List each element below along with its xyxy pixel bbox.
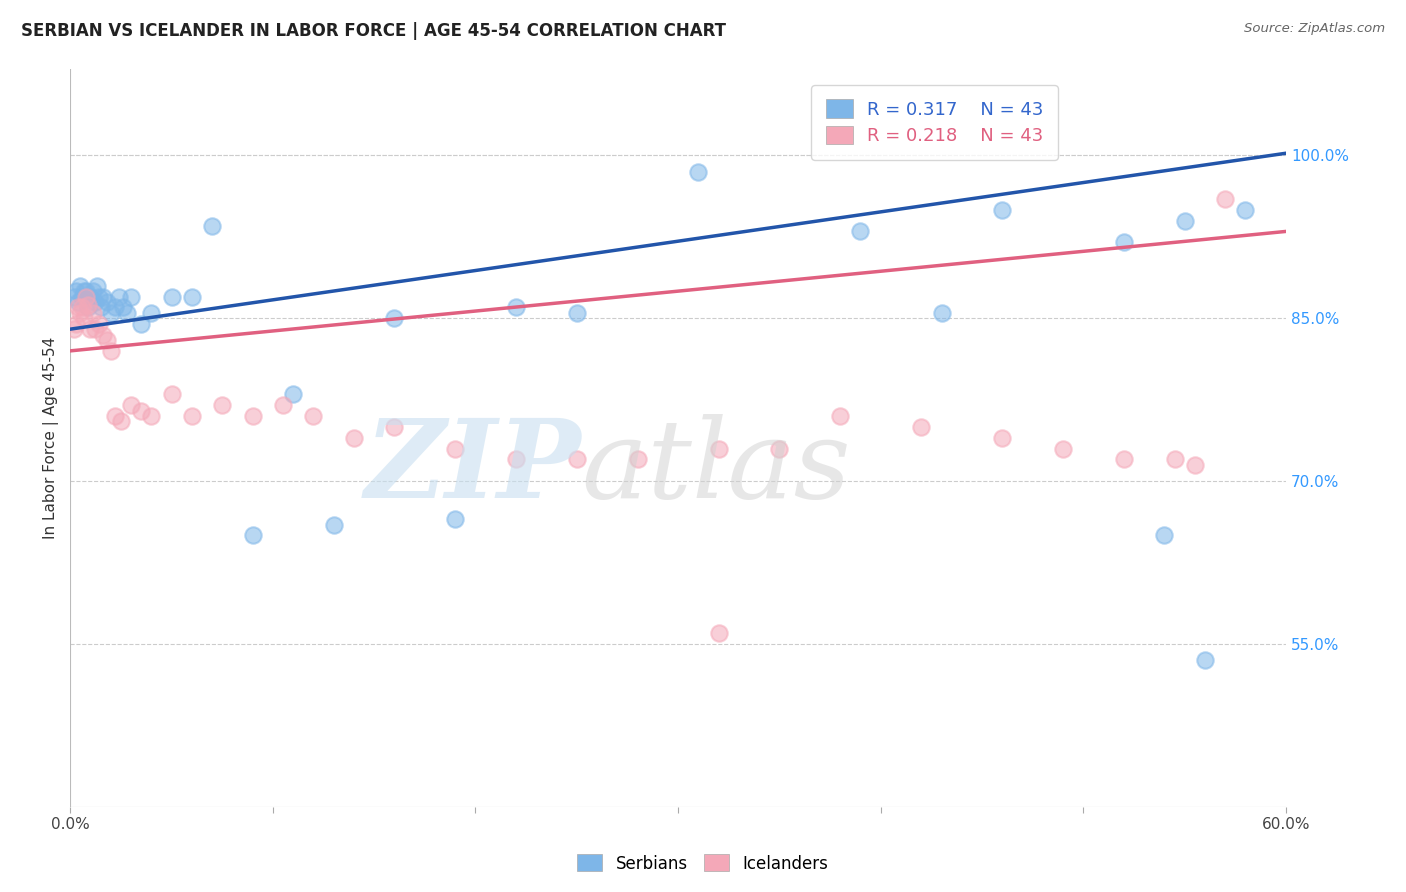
Point (444, 442, 467, 456)
Point (87, 317, 110, 331)
Point (1163, 452, 1185, 467)
Point (79, 322, 101, 336)
Point (129, 403, 152, 417)
Point (1194, 653, 1216, 667)
Point (211, 398, 233, 412)
Point (242, 528, 264, 542)
Point (104, 409, 127, 423)
Point (65, 317, 87, 331)
Point (1112, 452, 1135, 467)
Point (707, 626, 730, 640)
Point (82, 306, 104, 320)
Point (120, 289, 142, 303)
Point (931, 306, 953, 320)
Point (73, 311, 96, 326)
Point (626, 452, 648, 467)
Legend: R = 0.317    N = 43, R = 0.218    N = 43: R = 0.317 N = 43, R = 0.218 N = 43 (811, 85, 1059, 160)
Point (111, 301, 134, 315)
Point (1052, 442, 1074, 456)
Point (688, 164, 710, 178)
Point (91, 289, 114, 303)
Point (565, 306, 588, 320)
Point (180, 289, 202, 303)
Y-axis label: In Labor Force | Age 45-54: In Labor Force | Age 45-54 (44, 336, 59, 539)
Point (830, 409, 852, 423)
Point (100, 343, 122, 358)
Point (991, 202, 1014, 217)
Point (322, 517, 344, 532)
Point (384, 311, 406, 326)
Point (1112, 235, 1135, 250)
Point (1234, 202, 1257, 217)
Point (108, 289, 131, 303)
Point (129, 317, 152, 331)
Point (141, 409, 163, 423)
Point (72, 301, 94, 315)
Point (63, 289, 86, 303)
Point (302, 409, 325, 423)
Point (343, 431, 366, 445)
Point (768, 442, 790, 456)
Point (96, 295, 118, 310)
Point (141, 306, 163, 320)
Point (86, 278, 108, 293)
Point (505, 301, 527, 315)
Point (67, 295, 90, 310)
Point (160, 289, 183, 303)
Point (110, 414, 132, 428)
Point (201, 219, 224, 233)
Point (281, 387, 304, 401)
Point (910, 420, 932, 434)
Point (90, 301, 112, 315)
Text: Source: ZipAtlas.com: Source: ZipAtlas.com (1244, 22, 1385, 36)
Point (69, 306, 91, 320)
Point (849, 224, 872, 238)
Point (77, 301, 100, 315)
Point (707, 442, 730, 456)
Point (77, 298, 100, 312)
Point (1213, 192, 1236, 206)
Point (271, 398, 294, 412)
Point (87, 289, 110, 303)
Point (83, 322, 105, 336)
Point (75, 289, 97, 303)
Point (160, 387, 183, 401)
Point (69, 278, 91, 293)
Point (180, 409, 202, 423)
Point (73, 284, 96, 298)
Point (75, 284, 97, 298)
Point (444, 512, 467, 526)
Text: ZIP: ZIP (364, 414, 581, 521)
Point (505, 452, 527, 467)
Point (91, 327, 114, 342)
Point (63, 322, 86, 336)
Point (115, 306, 138, 320)
Text: atlas: atlas (581, 414, 851, 521)
Point (1174, 213, 1197, 227)
Point (67, 301, 90, 315)
Point (104, 301, 127, 315)
Point (120, 398, 142, 412)
Point (384, 420, 406, 434)
Point (79, 289, 101, 303)
Point (1184, 458, 1206, 472)
Point (242, 409, 264, 423)
Point (96, 333, 118, 347)
Point (83, 295, 105, 310)
Point (1153, 528, 1175, 542)
Legend: Serbians, Icelanders: Serbians, Icelanders (571, 847, 835, 880)
Point (565, 452, 588, 467)
Point (72, 289, 94, 303)
Point (82, 284, 104, 298)
Text: SERBIAN VS ICELANDER IN LABOR FORCE | AGE 45-54 CORRELATION CHART: SERBIAN VS ICELANDER IN LABOR FORCE | AG… (21, 22, 725, 40)
Point (100, 306, 122, 320)
Point (65, 284, 87, 298)
Point (991, 431, 1014, 445)
